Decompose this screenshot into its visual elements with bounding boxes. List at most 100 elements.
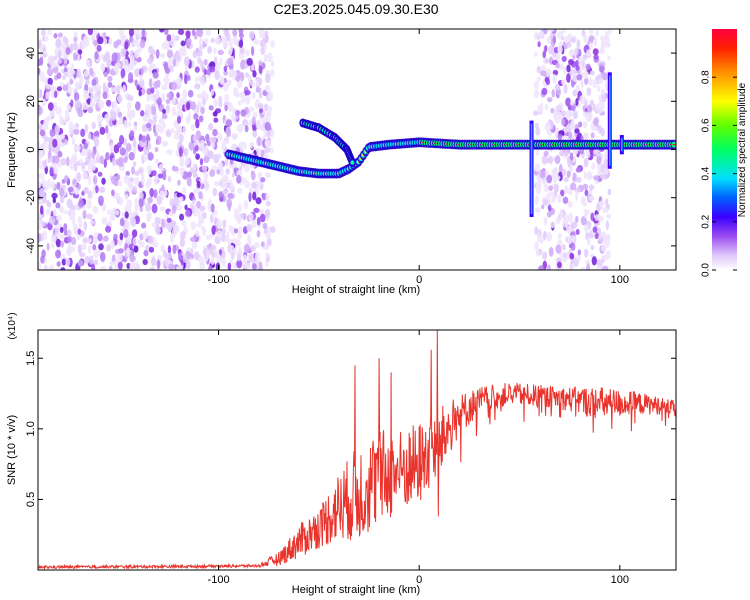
noise-blob	[38, 199, 43, 206]
noise-blob	[561, 55, 567, 63]
noise-blob	[210, 257, 215, 266]
noise-blob	[98, 243, 104, 251]
noise-blob	[230, 133, 238, 140]
noise-blob	[222, 189, 229, 195]
noise-blob	[58, 187, 65, 197]
noise-blob	[605, 235, 610, 242]
colorbar: 0.0 0.2 0.4 0.6 0.8 Normalized spectral ampl…	[701, 29, 748, 277]
noise-blob	[582, 111, 588, 118]
noise-blob	[114, 210, 120, 216]
noise-blob	[251, 91, 256, 100]
noise-blob	[180, 40, 186, 47]
noise-blob	[258, 261, 263, 268]
noise-blob	[563, 66, 568, 75]
noise-blob	[244, 125, 249, 133]
noise-blob	[264, 208, 271, 218]
noise-blob	[252, 191, 257, 201]
noise-blob	[141, 29, 146, 38]
noise-blob	[87, 237, 92, 244]
noise-blob	[557, 44, 563, 54]
noise-blob	[131, 229, 138, 238]
noise-blob	[592, 48, 599, 56]
noise-blob	[551, 89, 556, 98]
noise-blob	[189, 236, 196, 242]
noise-blob	[212, 128, 218, 137]
noise-blob	[186, 176, 192, 187]
noise-blob	[87, 29, 94, 36]
noise-blob	[596, 259, 603, 267]
noise-blob	[236, 259, 243, 269]
noise-blob	[541, 178, 547, 185]
noise-blob	[64, 109, 70, 119]
noise-blob	[50, 242, 55, 249]
noise-blob	[54, 55, 58, 61]
noise-blob	[584, 189, 589, 197]
noise-blob	[260, 177, 266, 183]
noise-blob	[192, 134, 197, 142]
noise-blob	[548, 45, 554, 55]
noise-blob	[232, 29, 237, 37]
y-tick-label: 20	[25, 95, 37, 107]
noise-blob	[198, 191, 203, 200]
noise-blob	[220, 166, 224, 177]
noise-blob	[237, 203, 242, 213]
noise-blob	[140, 67, 144, 75]
noise-blob	[215, 262, 221, 270]
noise-blob	[186, 171, 192, 178]
noise-blob	[575, 97, 579, 107]
noise-blob	[145, 202, 152, 212]
noise-blob	[548, 246, 554, 257]
noise-blob	[118, 134, 125, 145]
noise-blob	[582, 54, 588, 61]
noise-blob	[235, 109, 241, 117]
noise-blob	[206, 250, 211, 259]
noise-blob	[52, 66, 59, 74]
noise-blob	[101, 63, 106, 73]
noise-blob	[137, 31, 141, 38]
noise-blob	[223, 29, 229, 37]
noise-blob	[108, 265, 113, 270]
noise-blob	[156, 195, 163, 205]
noise-blob	[168, 210, 173, 216]
noise-blob	[603, 239, 610, 248]
noise-blob	[106, 67, 110, 75]
noise-blob	[224, 93, 230, 103]
colorbar-tick-label: 0.8	[701, 70, 712, 84]
noise-blob	[600, 88, 605, 96]
noise-blob	[126, 247, 131, 258]
noise-blob	[555, 217, 561, 225]
noise-blob	[264, 30, 269, 37]
noise-blob	[561, 78, 566, 85]
noise-blob	[533, 80, 539, 90]
colorbar-label: Normalized spectral amplitude	[737, 82, 748, 217]
noise-blob	[187, 89, 194, 98]
noise-blob	[149, 187, 155, 198]
noise-blob	[245, 49, 250, 57]
noise-blob	[155, 49, 160, 59]
noise-blob	[82, 89, 90, 100]
noise-blob	[156, 259, 161, 270]
noise-blob	[184, 156, 190, 166]
noise-blob	[260, 47, 266, 55]
y-tick-label: -40	[25, 238, 37, 254]
noise-blob	[63, 117, 68, 124]
noise-blob	[589, 29, 594, 35]
noise-blob	[588, 184, 595, 191]
noise-blob	[73, 92, 80, 102]
noise-blob	[60, 240, 65, 248]
noise-blob	[47, 150, 52, 160]
noise-blob	[236, 174, 242, 184]
noise-blob	[257, 136, 261, 147]
noise-blob	[81, 161, 86, 170]
noise-blob	[601, 72, 608, 81]
noise-blob	[134, 68, 141, 78]
noise-blob	[171, 106, 177, 117]
noise-blob	[594, 232, 599, 240]
noise-blob	[87, 244, 92, 255]
noise-blob	[179, 133, 184, 143]
noise-blob	[264, 121, 271, 131]
noise-blob	[251, 219, 257, 229]
noise-blob	[586, 237, 591, 246]
noise-blob	[570, 242, 576, 251]
noise-blob	[151, 105, 157, 116]
